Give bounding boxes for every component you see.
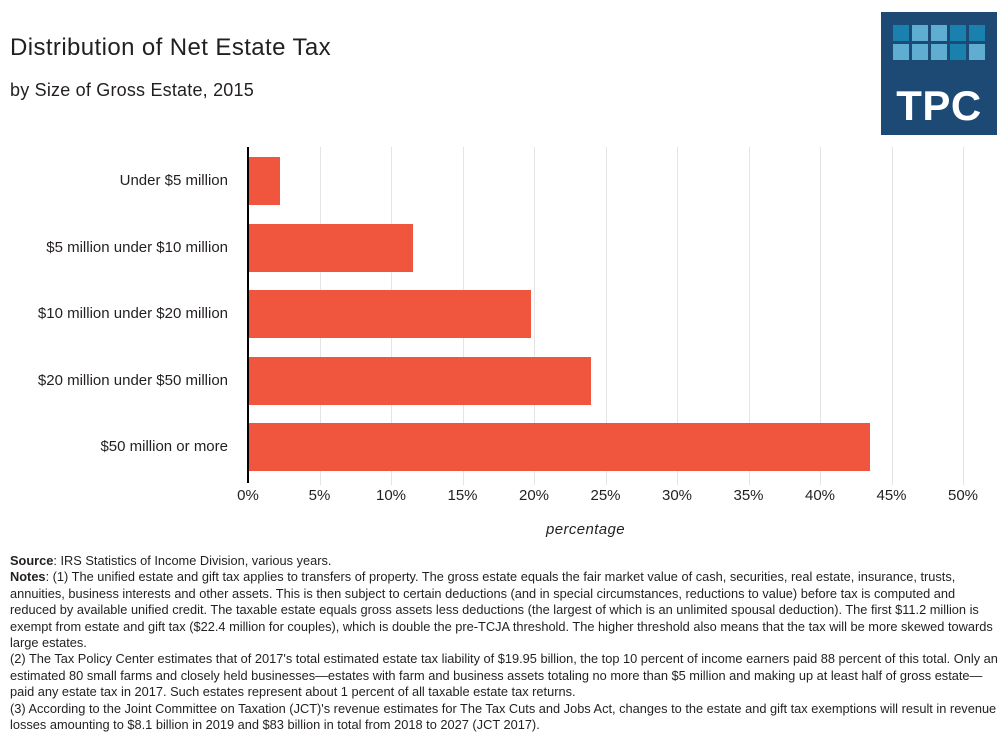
x-gridline <box>891 147 893 485</box>
bar-3 <box>249 290 531 338</box>
logo-square <box>931 25 947 41</box>
bar-2 <box>249 223 414 272</box>
bar-1 <box>249 157 281 205</box>
x-gridline <box>963 147 964 485</box>
x-tick-label: 25% <box>590 487 621 504</box>
logo-square <box>950 25 966 41</box>
bar-4 <box>249 356 591 405</box>
logo-square <box>912 44 928 60</box>
notes-label: Notes <box>10 569 46 585</box>
tpc-logo-grid-icon <box>893 25 985 60</box>
x-tick-label: 45% <box>876 487 907 504</box>
logo-square <box>969 25 985 41</box>
x-tick-label: 5% <box>308 487 331 504</box>
y-axis-line <box>247 147 249 483</box>
category-label-4: $20 million under $50 million <box>37 371 228 389</box>
chart-title: Distribution of Net Estate Tax <box>10 34 332 61</box>
x-gridline <box>534 147 535 485</box>
x-gridline <box>677 147 678 485</box>
note-2: (2) The Tax Policy Center estimates that… <box>10 651 998 700</box>
source-line: Source: IRS Statistics of Income Divisio… <box>10 553 1000 569</box>
category-label-1: Under $5 million <box>119 172 228 189</box>
note-3: (3) According to the Joint Committee on … <box>10 700 997 733</box>
x-tick-label: 20% <box>518 487 550 504</box>
bar-5 <box>249 423 870 471</box>
logo-square <box>950 44 966 60</box>
x-gridline <box>605 147 607 485</box>
x-gridline <box>748 147 750 485</box>
logo-square <box>893 44 909 60</box>
x-tick-label: 50% <box>947 487 979 504</box>
x-axis-label: percentage <box>545 521 626 538</box>
logo-square <box>969 44 985 60</box>
x-tick-label: 40% <box>804 487 836 504</box>
x-tick-row: 0% 5% 10% 15% 20% 25% 30% 35% 40% 45% 50% <box>237 487 978 505</box>
tpc-logo: TPC <box>881 12 997 135</box>
source-label: Source <box>10 553 54 568</box>
x-tick-label: 15% <box>447 487 478 504</box>
x-tick-label: 30% <box>661 487 693 504</box>
x-tick-label: 0% <box>237 487 259 504</box>
category-label-3: $10 million under $20 million <box>37 305 228 322</box>
category-labels: Under $5 million $5 million under $10 mil… <box>0 147 238 480</box>
category-label-2: $5 million under $10 million <box>46 238 228 256</box>
logo-square <box>931 44 947 60</box>
source-text: : IRS Statistics of Income Division, var… <box>53 553 332 568</box>
tpc-logo-text: TPC <box>896 82 982 129</box>
note-1-text: : (1) The unified estate and gift tax ap… <box>10 569 993 651</box>
x-tick-label: 35% <box>733 487 764 504</box>
logo-square <box>912 25 928 41</box>
x-tick-label: 10% <box>375 487 407 504</box>
x-gridline <box>820 147 821 485</box>
category-label-5: $50 million or more <box>100 438 228 455</box>
plot-area <box>247 147 964 485</box>
logo-square <box>893 25 909 41</box>
chart-subtitle: by Size of Gross Estate, 2015 <box>10 80 254 100</box>
note-1: Notes: (1) The unified estate and gift t… <box>10 569 1000 651</box>
footer-notes: Source: IRS Statistics of Income Divisio… <box>10 553 1000 733</box>
